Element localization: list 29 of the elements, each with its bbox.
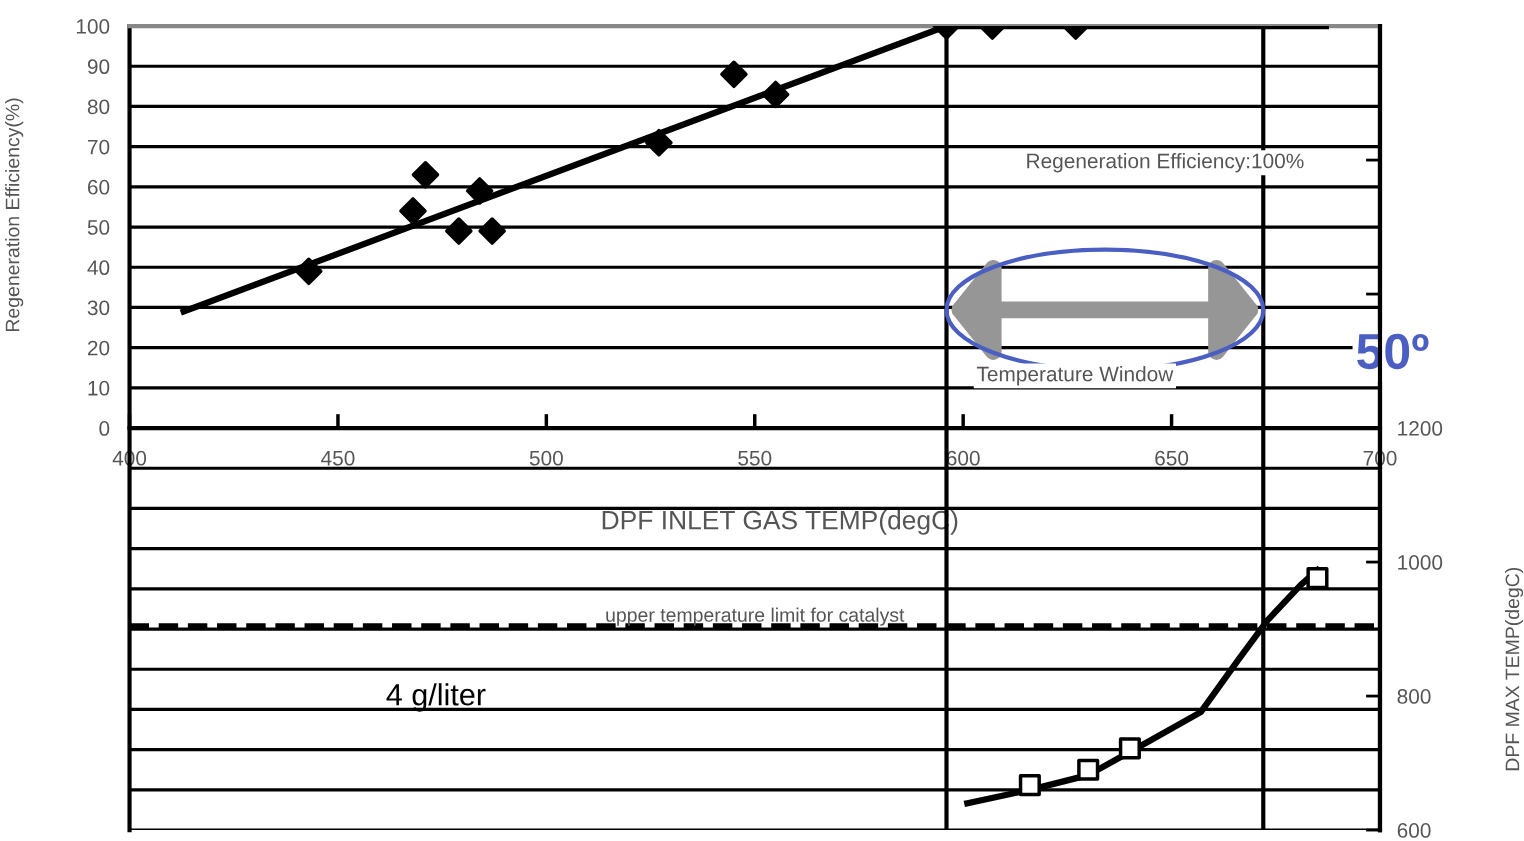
y-tick-label: 70 [87, 139, 110, 155]
y2-tick-label: 1200 [1398, 421, 1443, 436]
point [1077, 758, 1100, 781]
y-tick-label: 80 [87, 99, 110, 115]
y-tick-label: 60 [87, 179, 110, 195]
point [1118, 737, 1141, 760]
y-tick-label: 10 [88, 380, 110, 396]
y-axis-title: Regeneration Efficiency(%) [5, 98, 24, 332]
y-tick-label: 0 [99, 421, 110, 436]
y2-axis-title: DPF MAX TEMP(degC) [1505, 568, 1524, 771]
annotation: 4 g/liter [386, 683, 486, 712]
y-tick-label: 40 [87, 260, 110, 276]
y2-tick-label: 1000 [1398, 555, 1443, 570]
y-tick-label: 100 [76, 19, 110, 34]
point [1018, 774, 1041, 797]
y-tick-label: 90 [87, 59, 110, 75]
y2-tick-label: 800 [1397, 689, 1431, 704]
y-tick-label: 30 [87, 300, 110, 316]
ref-line-label: upper temperature limit for catalyst [606, 607, 905, 626]
x-tick-label: 450 [321, 450, 355, 466]
x-tick-label: 650 [1155, 450, 1189, 466]
y-tick-label: 50 [87, 220, 110, 235]
point [1306, 567, 1329, 590]
x-tick-label: 550 [738, 450, 772, 466]
x-tick-label: 500 [529, 450, 563, 466]
y2-tick-label: 600 [1397, 823, 1431, 838]
annotation: Regeneration Efficiency:100% [1027, 153, 1304, 173]
annotation: Temperature Window [976, 366, 1174, 386]
y-tick-label: 20 [87, 340, 110, 356]
